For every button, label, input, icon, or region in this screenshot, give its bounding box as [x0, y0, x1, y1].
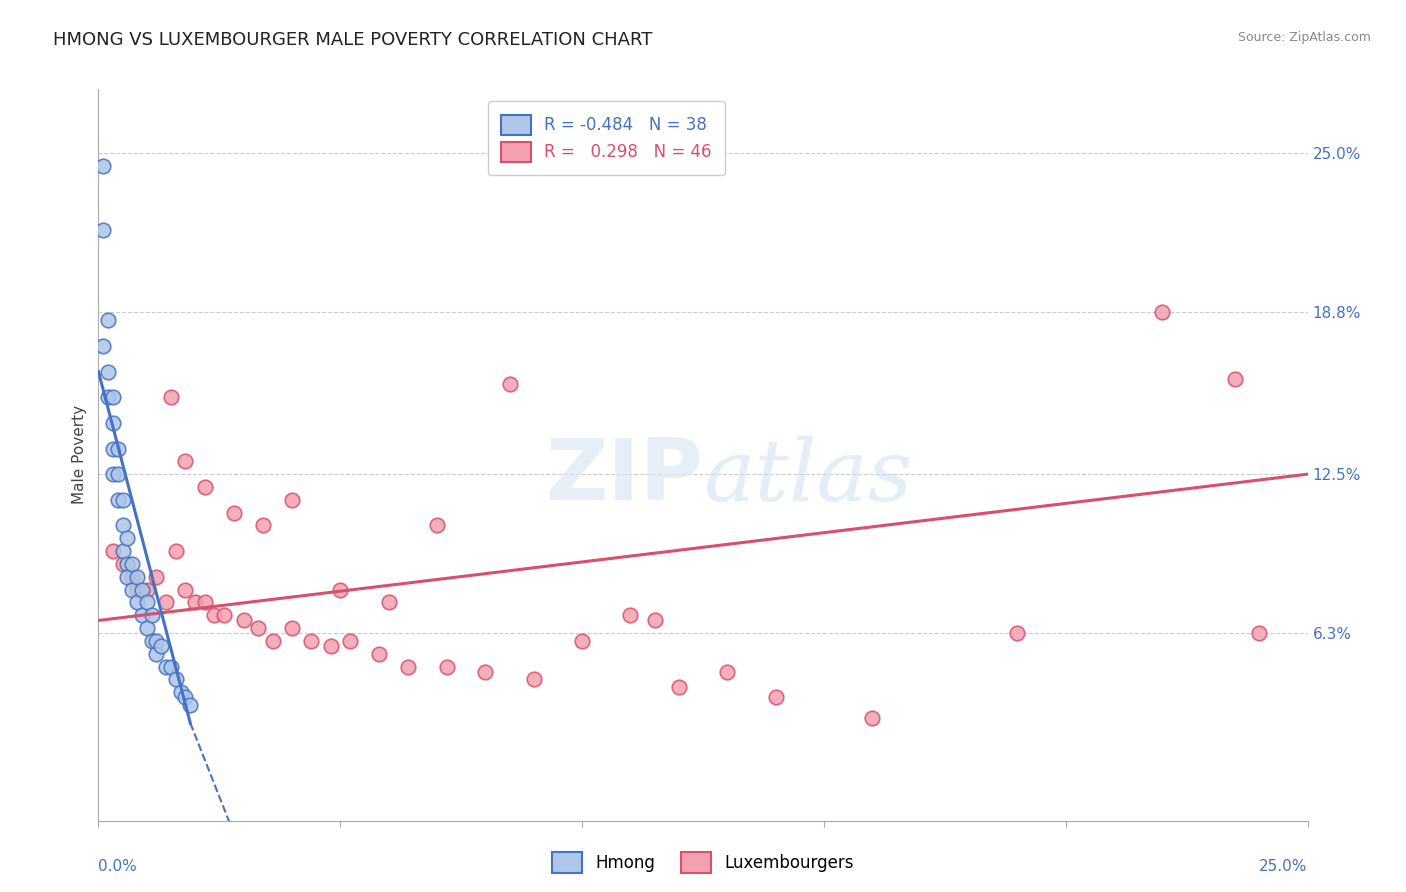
Point: [474, 665, 496, 679]
Point: [150, 639, 173, 653]
Point: [765, 690, 787, 705]
Text: ZIP: ZIP: [546, 435, 703, 518]
Point: [262, 634, 284, 648]
Point: [117, 570, 139, 584]
Text: 25.0%: 25.0%: [1260, 859, 1308, 873]
Point: [135, 595, 157, 609]
Point: [174, 690, 197, 705]
Point: [107, 467, 129, 482]
Point: [107, 492, 129, 507]
Point: [135, 582, 157, 597]
Point: [860, 711, 883, 725]
Point: [281, 492, 304, 507]
Point: [1007, 626, 1029, 640]
Point: [169, 685, 191, 699]
Point: [204, 608, 226, 623]
Text: Source: ZipAtlas.com: Source: ZipAtlas.com: [1237, 31, 1371, 45]
Point: [117, 557, 139, 571]
Point: [97, 390, 120, 404]
Point: [131, 582, 153, 597]
Point: [1152, 305, 1174, 319]
Point: [498, 377, 520, 392]
Point: [101, 442, 124, 456]
Y-axis label: Male Poverty: Male Poverty: [72, 405, 87, 505]
Point: [184, 595, 207, 609]
Point: [127, 570, 149, 584]
Point: [716, 665, 738, 679]
Point: [91, 339, 114, 353]
Point: [145, 634, 167, 648]
Point: [127, 582, 149, 597]
Point: [97, 313, 120, 327]
Point: [644, 614, 666, 628]
Point: [111, 518, 134, 533]
Point: [141, 634, 163, 648]
Legend: Hmong, Luxembourgers: Hmong, Luxembourgers: [546, 846, 860, 880]
Point: [377, 595, 399, 609]
Point: [339, 634, 361, 648]
Text: HMONG VS LUXEMBOURGER MALE POVERTY CORRELATION CHART: HMONG VS LUXEMBOURGER MALE POVERTY CORRE…: [53, 31, 652, 49]
Point: [121, 557, 143, 571]
Point: [101, 390, 124, 404]
Point: [155, 595, 177, 609]
Point: [668, 680, 690, 694]
Point: [179, 698, 201, 713]
Point: [571, 634, 593, 648]
Point: [247, 621, 270, 635]
Point: [101, 467, 124, 482]
Point: [396, 659, 419, 673]
Point: [121, 582, 143, 597]
Point: [436, 659, 458, 673]
Point: [97, 364, 120, 378]
Point: [619, 608, 641, 623]
Point: [329, 582, 352, 597]
Point: [222, 506, 245, 520]
Point: [368, 647, 391, 661]
Point: [523, 673, 546, 687]
Point: [252, 518, 274, 533]
Legend: R = -0.484   N = 38, R =   0.298   N = 46: R = -0.484 N = 38, R = 0.298 N = 46: [488, 101, 725, 175]
Point: [101, 544, 124, 558]
Point: [174, 454, 197, 468]
Point: [127, 595, 149, 609]
Point: [165, 673, 187, 687]
Point: [111, 557, 134, 571]
Point: [131, 608, 153, 623]
Point: [299, 634, 322, 648]
Point: [160, 659, 183, 673]
Point: [165, 544, 187, 558]
Point: [155, 659, 177, 673]
Point: [145, 570, 167, 584]
Point: [145, 647, 167, 661]
Point: [1249, 626, 1271, 640]
Point: [212, 608, 235, 623]
Point: [107, 442, 129, 456]
Point: [91, 223, 114, 237]
Point: [121, 570, 143, 584]
Point: [194, 595, 217, 609]
Point: [111, 544, 134, 558]
Point: [91, 159, 114, 173]
Point: [117, 532, 139, 546]
Point: [111, 492, 134, 507]
Point: [194, 480, 217, 494]
Text: atlas: atlas: [703, 435, 912, 518]
Point: [426, 518, 449, 533]
Point: [141, 608, 163, 623]
Point: [101, 416, 124, 430]
Point: [232, 614, 254, 628]
Point: [319, 639, 342, 653]
Text: 0.0%: 0.0%: [98, 859, 138, 873]
Point: [281, 621, 304, 635]
Point: [160, 390, 183, 404]
Point: [174, 582, 197, 597]
Point: [135, 621, 157, 635]
Point: [1223, 372, 1246, 386]
